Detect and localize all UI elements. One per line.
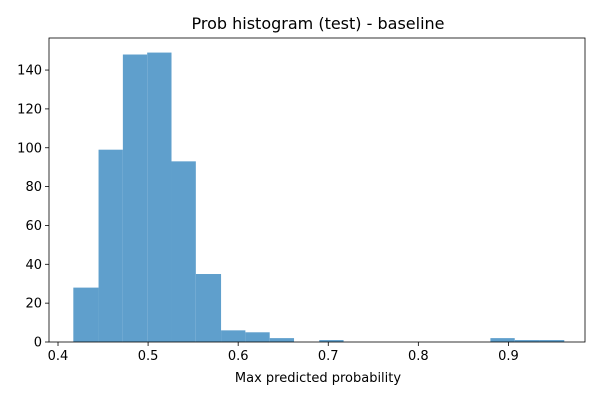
histogram-bar <box>98 149 123 342</box>
y-tick-label: 60 <box>25 219 42 234</box>
x-tick-label: 0.6 <box>228 349 249 364</box>
y-tick-label: 20 <box>25 297 42 312</box>
y-tick-label: 40 <box>25 258 42 273</box>
histogram-bar <box>245 332 270 342</box>
histogram-bar <box>514 340 540 342</box>
y-tick-label: 0 <box>34 336 42 351</box>
y-axis-ticks: 0 20 40 60 80 100 120 140 <box>17 64 49 351</box>
histogram-bar <box>221 330 246 342</box>
x-tick-label: 0.7 <box>318 349 339 364</box>
chart-title: Prob histogram (test) - baseline <box>192 14 445 33</box>
x-tick-label: 0.4 <box>48 349 69 364</box>
y-tick-label: 120 <box>17 102 42 117</box>
histogram-bar <box>539 340 565 342</box>
y-tick-label: 140 <box>17 64 42 79</box>
x-tick-label: 0.5 <box>138 349 159 364</box>
x-axis-label: Max predicted probability <box>235 371 401 386</box>
histogram-bar <box>147 52 172 342</box>
histogram-bar <box>269 338 295 342</box>
y-tick-label: 80 <box>25 180 42 195</box>
histogram-bar <box>73 287 99 342</box>
histogram-bar <box>319 340 344 342</box>
x-tick-label: 0.9 <box>498 349 519 364</box>
histogram-bar <box>122 54 148 342</box>
x-tick-label: 0.8 <box>408 349 429 364</box>
histogram-bar <box>171 161 196 342</box>
histogram-bar <box>490 338 515 342</box>
plot-frame <box>48 37 586 343</box>
histogram-bar <box>195 274 222 342</box>
x-axis-ticks: 0.4 0.5 0.6 0.7 0.8 0.9 <box>48 342 519 364</box>
histogram-bars <box>73 52 565 342</box>
y-tick-label: 100 <box>17 141 42 156</box>
